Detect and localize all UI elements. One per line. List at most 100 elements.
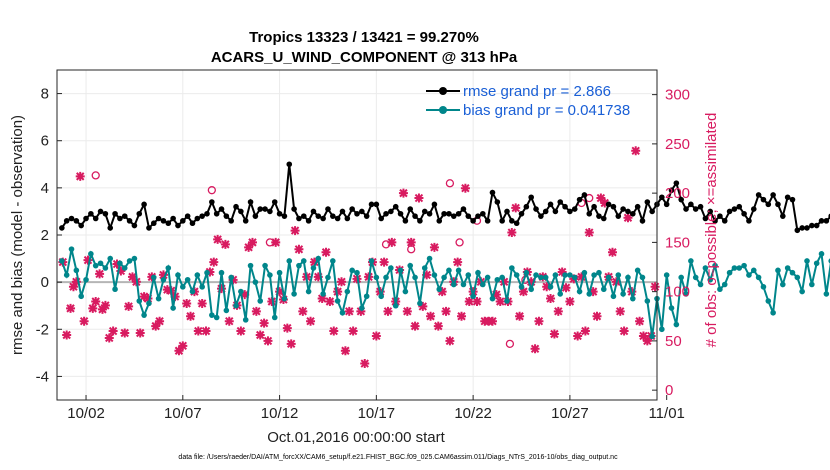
rmse-point: [760, 196, 767, 203]
obs-assimilated-series: [58, 146, 660, 369]
obs-assimilated-point: [422, 270, 432, 280]
rmse-point: [513, 220, 520, 227]
bias-point: [620, 291, 626, 297]
obs-assimilated-point: [561, 283, 571, 293]
bias-point: [213, 314, 220, 321]
rmse-point: [267, 208, 273, 215]
obs-possible-series: [91, 171, 594, 349]
bias-point: [823, 291, 830, 297]
bias-point: [363, 293, 370, 300]
obs-assimilated-point: [321, 247, 331, 257]
obs-assimilated-point: [124, 301, 134, 311]
rmse-point: [291, 206, 297, 212]
bias-point: [209, 312, 215, 318]
bias-point: [780, 281, 786, 288]
y-tick-label: 0: [41, 274, 49, 291]
rmse-point: [310, 208, 317, 215]
obs-assimilated-point: [387, 237, 397, 247]
rmse-point: [305, 218, 312, 224]
bias-point: [446, 267, 452, 274]
rmse-point: [141, 201, 147, 208]
obs-assimilated-point: [251, 306, 261, 316]
bias-point: [150, 274, 157, 281]
rmse-point: [368, 201, 375, 208]
obs-assimilated-point: [267, 296, 277, 306]
obs-assimilated-point: [213, 234, 223, 244]
bias-point: [320, 291, 326, 297]
bias-point: [480, 281, 486, 288]
bias-point: [155, 295, 162, 302]
rmse-point: [417, 218, 423, 224]
bias-point: [262, 262, 268, 269]
bias-point: [818, 251, 825, 257]
rmse-point: [160, 218, 167, 224]
obs-assimilated-point: [139, 292, 149, 302]
x-tick-label: 10/12: [261, 405, 299, 422]
rmse-point: [770, 192, 776, 198]
rmse-point: [794, 227, 801, 234]
obs-assimilated-point: [271, 237, 281, 247]
obs-possible-point: [265, 238, 275, 247]
data-file-footer: data file: /Users/raeder/DAI/ATM_forcXX/…: [178, 454, 618, 461]
rmse-point: [673, 180, 680, 186]
legend-bias-marker: [439, 106, 447, 114]
bias-point: [600, 286, 607, 293]
bias-point: [741, 262, 747, 269]
bias-point: [513, 272, 520, 278]
bias-point: [199, 284, 205, 290]
rmse-point: [441, 210, 447, 217]
obs-assimilated-point: [143, 294, 153, 304]
bias-point: [649, 333, 655, 340]
rmse-point: [639, 218, 646, 224]
obs-assimilated-point: [259, 318, 269, 328]
obs-assimilated-point: [294, 244, 304, 254]
rmse-point: [731, 206, 738, 212]
bias-point: [494, 276, 501, 283]
bias-point: [538, 274, 544, 281]
bias-point: [349, 267, 355, 274]
bias-point: [131, 255, 138, 262]
rmse-point: [755, 192, 762, 198]
y-tick-label: 6: [41, 133, 49, 150]
y2-axis-label: # of obs: o=possible; ×=assimilated: [703, 113, 720, 348]
obs-assimilated-point: [135, 328, 145, 338]
obs-assimilated-point: [371, 331, 381, 341]
rmse-point: [809, 222, 815, 229]
rmse-point: [59, 225, 65, 231]
rmse-point: [688, 201, 694, 208]
bias-point: [310, 265, 317, 271]
obs-assimilated-point: [275, 287, 285, 297]
rmse-point: [726, 208, 733, 215]
obs-assimilated-point: [592, 311, 602, 321]
obs-assimilated-point: [155, 316, 165, 326]
bias-point: [591, 272, 597, 278]
rmse-point: [712, 218, 718, 224]
bias-point: [586, 291, 593, 297]
obs-assimilated-point: [344, 306, 354, 316]
obs-assimilated-point: [309, 257, 319, 267]
rmse-point: [344, 215, 351, 222]
bias-point: [170, 305, 176, 311]
obs-assimilated-point: [337, 277, 347, 287]
rmse-point: [804, 225, 810, 231]
rmse-point: [542, 208, 549, 215]
bias-point: [315, 255, 322, 262]
bias-point: [596, 269, 602, 276]
rmse-point: [659, 194, 665, 201]
obs-assimilated-point: [580, 326, 590, 336]
obs-assimilated-point: [426, 311, 436, 321]
rmse-point: [605, 201, 612, 208]
bias-point: [417, 300, 423, 307]
obs-assimilated-point: [453, 257, 463, 267]
bias-point: [639, 274, 646, 281]
rmse-point: [576, 196, 583, 203]
rmse-point: [334, 215, 341, 222]
obs-assimilated-point: [220, 239, 230, 249]
rmse-point: [315, 213, 322, 219]
obs-assimilated-point: [511, 203, 521, 213]
bias-point: [794, 274, 801, 281]
bias-point: [717, 286, 723, 293]
bias-point: [813, 260, 820, 267]
bias-point: [625, 274, 631, 281]
